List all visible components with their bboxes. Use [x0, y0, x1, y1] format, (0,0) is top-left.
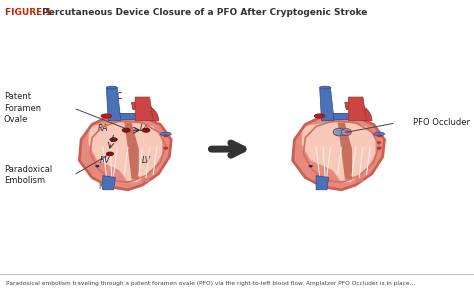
- Polygon shape: [79, 114, 171, 190]
- Circle shape: [110, 138, 117, 142]
- Polygon shape: [301, 124, 334, 154]
- Polygon shape: [132, 128, 162, 153]
- Polygon shape: [337, 123, 352, 179]
- Circle shape: [345, 130, 350, 134]
- Circle shape: [309, 165, 312, 167]
- Circle shape: [106, 152, 114, 156]
- Polygon shape: [124, 123, 139, 179]
- Polygon shape: [345, 102, 372, 121]
- Ellipse shape: [341, 129, 351, 136]
- Ellipse shape: [355, 178, 364, 182]
- Ellipse shape: [333, 128, 345, 136]
- Polygon shape: [301, 123, 375, 182]
- Ellipse shape: [314, 114, 325, 118]
- Polygon shape: [135, 97, 153, 121]
- Polygon shape: [345, 128, 375, 153]
- Ellipse shape: [105, 178, 115, 182]
- Text: RA: RA: [98, 124, 108, 133]
- Polygon shape: [131, 102, 159, 121]
- Circle shape: [377, 147, 381, 149]
- Circle shape: [377, 135, 381, 137]
- Polygon shape: [319, 88, 334, 121]
- Polygon shape: [348, 97, 366, 121]
- Polygon shape: [103, 176, 115, 190]
- Text: Paradoxical
Embolism: Paradoxical Embolism: [4, 165, 52, 185]
- Ellipse shape: [101, 114, 112, 118]
- Circle shape: [164, 135, 168, 137]
- Ellipse shape: [160, 132, 171, 136]
- Circle shape: [96, 165, 99, 167]
- Text: Paradoxical embolism traveling through a patent foramen ovale (PFO) via the righ: Paradoxical embolism traveling through a…: [6, 281, 415, 286]
- Circle shape: [377, 142, 381, 143]
- Circle shape: [142, 128, 150, 132]
- Text: FIGURE 1: FIGURE 1: [5, 8, 51, 17]
- Ellipse shape: [141, 178, 151, 182]
- Polygon shape: [88, 124, 121, 154]
- Text: Patent
Foramen
Ovale: Patent Foramen Ovale: [4, 92, 41, 124]
- Text: SVC: SVC: [108, 92, 123, 100]
- Ellipse shape: [106, 86, 117, 89]
- Polygon shape: [292, 114, 384, 190]
- Text: IVC: IVC: [98, 182, 111, 191]
- Text: LA: LA: [139, 124, 149, 133]
- Ellipse shape: [319, 86, 330, 89]
- Text: LV: LV: [142, 156, 150, 165]
- Circle shape: [164, 147, 168, 149]
- Polygon shape: [316, 176, 328, 190]
- Circle shape: [122, 128, 130, 132]
- Polygon shape: [321, 113, 350, 119]
- Ellipse shape: [319, 178, 328, 182]
- Text: RV: RV: [100, 156, 110, 165]
- Polygon shape: [106, 88, 121, 121]
- Ellipse shape: [374, 132, 384, 136]
- Text: Percutaneous Device Closure of a PFO After Cryptogenic Stroke: Percutaneous Device Closure of a PFO Aft…: [39, 8, 367, 17]
- Text: PFO Occluder: PFO Occluder: [413, 118, 470, 127]
- Polygon shape: [108, 113, 137, 119]
- Polygon shape: [88, 123, 162, 182]
